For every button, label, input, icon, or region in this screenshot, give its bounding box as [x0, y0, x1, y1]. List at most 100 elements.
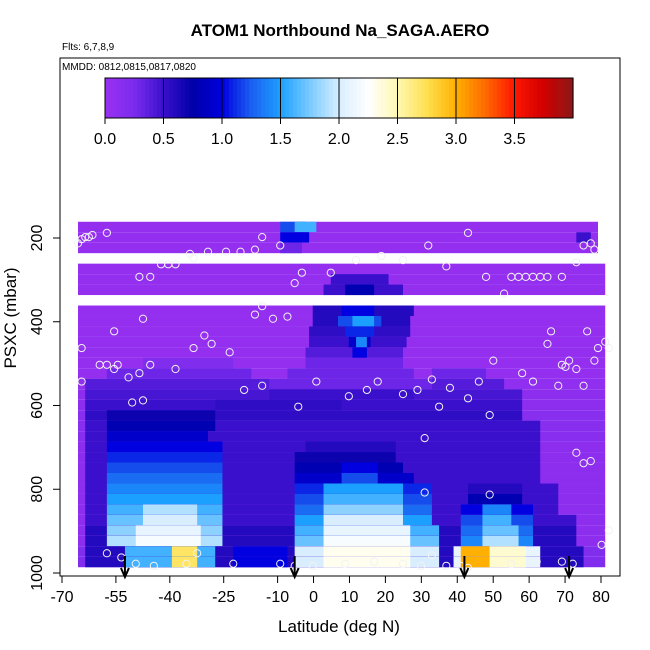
- x-tick-label: 30: [412, 589, 430, 606]
- sample-point: [427, 375, 436, 384]
- colorbar-cell: [265, 78, 270, 118]
- colorbar-cell: [545, 78, 550, 118]
- colorbar-cell: [137, 78, 142, 118]
- sample-point: [463, 228, 473, 238]
- sample-point: [138, 396, 148, 405]
- colorbar-cell: [409, 78, 414, 118]
- colorbar-cell: [341, 78, 346, 118]
- sample-point: [572, 258, 581, 267]
- colorbar-cell: [301, 78, 306, 118]
- colorbar-cell: [381, 78, 386, 118]
- colorbar-cell: [233, 78, 238, 118]
- heatmap-cell: [460, 546, 490, 557]
- colorbar-cell: [361, 78, 366, 118]
- colorbar-cell: [189, 78, 194, 118]
- heatmap-cell: [352, 315, 375, 327]
- marker-arrow-head: [120, 567, 130, 580]
- y-tick-label: 200: [29, 225, 46, 252]
- colorbar-cell: [461, 78, 466, 118]
- sample-point: [236, 247, 245, 256]
- colorbar: [104, 77, 574, 119]
- sample-point: [110, 327, 119, 336]
- heatmap-cell: [323, 535, 411, 547]
- colorbar-cell: [477, 78, 482, 118]
- colorbar-cell: [357, 78, 362, 118]
- colorbar-cell: [373, 78, 378, 118]
- chart-subtitle-flights: Flts: 6,7,8,9: [62, 42, 115, 53]
- colorbar-cell: [181, 78, 186, 118]
- colorbar-cell: [441, 78, 446, 118]
- y-tick-label: 800: [29, 476, 46, 503]
- sample-point: [579, 459, 588, 468]
- sample-point: [420, 488, 429, 497]
- sample-point: [554, 381, 563, 390]
- sample-point: [474, 377, 483, 386]
- sample-point: [593, 343, 603, 353]
- sample-point: [398, 390, 408, 399]
- sample-point: [586, 239, 595, 248]
- colorbar-cell: [465, 78, 470, 118]
- heatmap-cell: [431, 378, 505, 390]
- colorbar-tick-label: 0.0: [94, 131, 116, 148]
- sample-point: [312, 377, 321, 386]
- heatmap-cell: [468, 483, 523, 494]
- colorbar-cell: [149, 78, 154, 118]
- colorbar-cell: [157, 78, 162, 118]
- sample-point: [579, 241, 588, 250]
- heatmap-cell: [124, 546, 216, 557]
- y-axis: 200 400 600 800 1000: [29, 58, 61, 591]
- heatmap-cell: [330, 274, 389, 285]
- y-tick-label: 600: [29, 392, 46, 419]
- colorbar-cell: [525, 78, 530, 118]
- sample-point: [326, 268, 335, 277]
- colorbar-tick-label: 3.0: [445, 131, 467, 148]
- heatmap-cell: [215, 399, 342, 411]
- sample-point: [362, 385, 371, 395]
- sample-point: [207, 339, 216, 348]
- heatmap-cell: [489, 546, 526, 557]
- colorbar-cell: [377, 78, 382, 118]
- x-tick-label: -40: [158, 589, 181, 606]
- heatmap-cell: [482, 525, 519, 536]
- sample-point: [445, 383, 455, 392]
- heatmap-cell: [341, 462, 378, 474]
- sample-point: [77, 377, 86, 386]
- colorbar-cell: [413, 78, 418, 118]
- sample-point: [124, 373, 133, 382]
- sample-point: [546, 327, 556, 336]
- heatmap-cell: [352, 347, 367, 358]
- colorbar-cell: [485, 78, 490, 118]
- colorbar-cell: [285, 78, 290, 118]
- colorbar-cell: [401, 78, 406, 118]
- sample-point: [427, 551, 436, 560]
- sample-point: [200, 331, 209, 340]
- colorbar-cell: [193, 78, 198, 118]
- marker-arrow-head: [459, 567, 470, 580]
- heatmap-cell: [305, 441, 396, 453]
- heatmap-cell: [305, 357, 403, 369]
- sample-point: [579, 381, 588, 390]
- colorbar-cell: [221, 78, 226, 118]
- heatmap-cell: [280, 232, 310, 243]
- colorbar-cell: [417, 78, 422, 118]
- sample-point: [102, 549, 111, 558]
- colorbar-cell: [261, 78, 266, 118]
- sample-point: [102, 228, 111, 238]
- heatmap: [78, 221, 606, 568]
- heatmap-cell: [106, 483, 223, 494]
- heatmap-cell: [78, 232, 598, 243]
- colorbar-cell: [185, 78, 190, 118]
- heatmap-cell: [106, 410, 216, 421]
- heatmap-cell: [345, 326, 375, 337]
- colorbar-cell: [445, 78, 450, 118]
- y-axis-label: PSXC (mbar): [1, 267, 20, 368]
- heatmap-cell: [294, 452, 396, 463]
- sample-point: [583, 327, 592, 336]
- colorbar-cell: [129, 78, 134, 118]
- heatmap-cell: [431, 368, 487, 379]
- colorbar-cell: [397, 78, 402, 118]
- colorbar-cell: [561, 78, 566, 118]
- colorbar-cell: [317, 78, 322, 118]
- heatmap-cell: [143, 357, 234, 369]
- colorbar-cell: [117, 78, 122, 118]
